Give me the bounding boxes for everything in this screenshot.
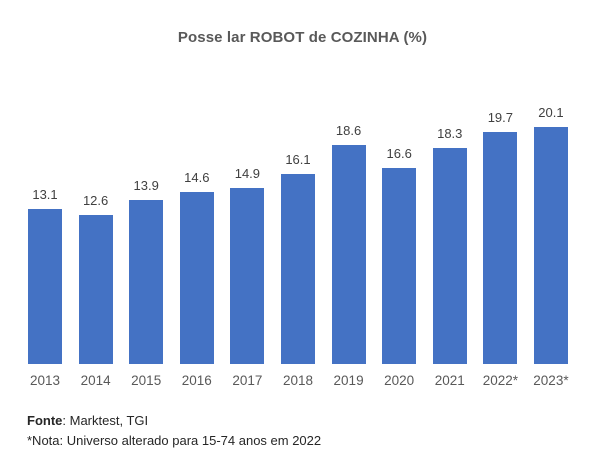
bar-column: 18.6 2019	[331, 123, 366, 388]
bar	[129, 200, 164, 364]
bar	[280, 174, 315, 364]
bar-column: 14.9 2017	[230, 166, 265, 388]
bar	[483, 132, 518, 364]
source-label: Fonte	[27, 413, 63, 428]
bar-year-label: 2017	[232, 373, 263, 388]
bar-column: 18.3 2021	[432, 126, 467, 388]
bar	[331, 145, 366, 364]
bar-year-label: 2014	[80, 373, 111, 388]
bar-value-label: 19.7	[487, 110, 513, 125]
bar-year-label: 2020	[384, 373, 415, 388]
chart-title: Posse lar ROBOT de COZINHA (%)	[177, 29, 428, 46]
bar-column: 13.1 2013	[28, 187, 62, 388]
source-text: : Marktest, TGI	[62, 413, 149, 428]
bar-value-label: 16.1	[285, 152, 311, 167]
bar-year-label: 2018	[282, 373, 313, 388]
bar-value-label: 20.1	[538, 105, 564, 120]
bar-column: 16.1 2018	[280, 152, 315, 388]
note-line: *Nota: Universo alterado para 15-74 anos…	[27, 433, 322, 448]
bar	[179, 192, 214, 364]
bar-value-label: 18.3	[437, 126, 463, 141]
footer: Fonte: Marktest, TGI *Nota: Universo alt…	[27, 411, 321, 451]
bar-year-label: 2023*	[533, 373, 569, 388]
bar-year-label: 2013	[29, 373, 61, 388]
bar	[533, 127, 568, 364]
bar-column: 19.7 2022*	[483, 110, 518, 388]
bar-column: 14.6 2016	[179, 170, 214, 388]
bar-value-label: 16.6	[386, 146, 412, 161]
plot-area: 13.1 2013 12.6 2014 13.9 2015 14.6 2016 14.9 2017…	[28, 102, 569, 388]
bar-year-label: 2021	[434, 373, 465, 388]
bar-column: 16.6 2020	[382, 146, 417, 388]
bar-value-label: 13.1	[32, 187, 58, 202]
bar-year-label: 2022*	[482, 373, 518, 388]
bar	[28, 209, 62, 364]
bar-column: 13.9 2015	[129, 178, 164, 388]
bar	[230, 188, 265, 364]
bar-year-label: 2019	[333, 373, 364, 388]
bar-value-label: 13.9	[133, 178, 159, 193]
bar-year-label: 2015	[131, 373, 162, 388]
bar-value-label: 14.9	[234, 166, 261, 181]
bar-year-label: 2016	[181, 373, 212, 388]
bar-column: 20.1 2023*	[533, 105, 568, 388]
bar-value-label: 12.6	[82, 193, 109, 208]
bar	[382, 168, 417, 364]
bar-value-label: 14.6	[184, 170, 210, 185]
bar-value-label: 18.6	[335, 123, 362, 138]
bar-column: 12.6 2014	[78, 193, 113, 388]
source-line: Fonte: Marktest, TGI	[27, 411, 321, 431]
bar	[78, 215, 113, 364]
bar	[432, 148, 467, 364]
